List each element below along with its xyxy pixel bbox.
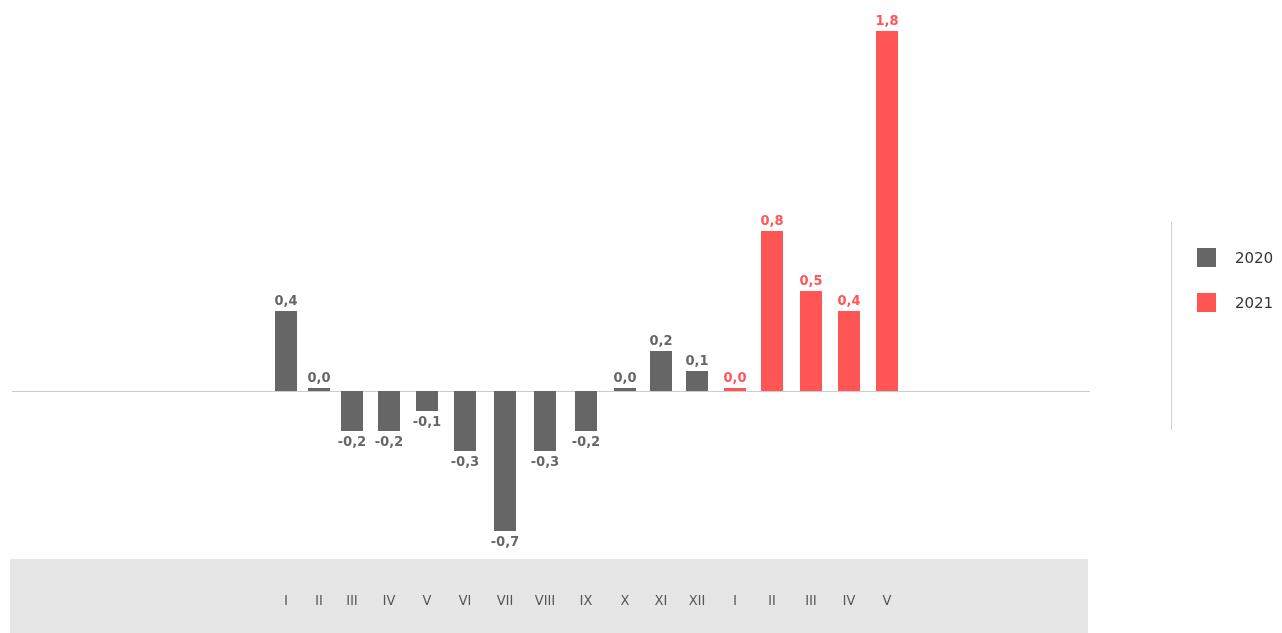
- x-tick-label: IV: [843, 594, 856, 609]
- x-tick-label: V: [883, 594, 892, 609]
- bar-2020-5: [454, 391, 476, 451]
- bar-2021-16: [876, 31, 898, 391]
- bar-2021-15: [838, 311, 860, 391]
- bar-2020-11: [686, 371, 708, 391]
- data-labels-group: 0,4 0,0 -0,2 -0,2 -0,1 -0,3 -0,7 -0,3 -0,2 0,0 0,2…: [274, 14, 898, 550]
- data-label: 0,0: [723, 371, 746, 386]
- bar-2020-7: [534, 391, 556, 451]
- data-label: 1,8: [875, 14, 898, 29]
- bars-group: [275, 31, 898, 531]
- data-label: -0,3: [531, 455, 559, 470]
- data-label: 0,5: [799, 274, 822, 289]
- x-tick-label: I: [733, 594, 737, 609]
- legend-swatch-2020: [1197, 248, 1216, 267]
- x-tick-label: VI: [459, 594, 472, 609]
- bar-2020-1: [308, 388, 330, 391]
- x-tick-label: IX: [580, 594, 593, 609]
- bar-2020-2: [341, 391, 363, 431]
- x-tick-label: VII: [497, 594, 514, 609]
- legend-label-2021: 2021: [1235, 294, 1273, 312]
- x-tick-label: II: [315, 594, 323, 609]
- x-tick-label: XI: [655, 594, 668, 609]
- x-tick-label: V: [423, 594, 432, 609]
- bar-2020-8: [575, 391, 597, 431]
- data-label: -0,2: [572, 435, 600, 450]
- data-label: 0,8: [760, 214, 783, 229]
- x-tick-label: III: [346, 594, 358, 609]
- x-tick-label: X: [621, 594, 630, 609]
- x-tick-label: II: [768, 594, 776, 609]
- data-label: 0,4: [274, 294, 297, 309]
- data-label: 0,2: [649, 334, 672, 349]
- data-label: 0,0: [307, 371, 330, 386]
- data-label: 0,4: [837, 294, 860, 309]
- x-tick-label: III: [805, 594, 817, 609]
- bar-2021-12: [724, 388, 746, 391]
- bar-2020-3: [378, 391, 400, 431]
- bar-2020-10: [650, 351, 672, 391]
- data-label: -0,2: [375, 435, 403, 450]
- x-tick-label: XII: [689, 594, 706, 609]
- bar-2020-6: [494, 391, 516, 531]
- data-label: -0,7: [491, 535, 519, 550]
- bar-2020-0: [275, 311, 297, 391]
- x-tick-label: IV: [383, 594, 396, 609]
- data-label: 0,1: [685, 354, 708, 369]
- bar-2020-4: [416, 391, 438, 411]
- data-label: -0,2: [338, 435, 366, 450]
- x-tick-labels-group: I II III IV V VI VII VIII IX X XI XII I II III IV V: [284, 594, 891, 609]
- bar-2020-9: [614, 388, 636, 391]
- x-axis-band: [10, 559, 1088, 633]
- data-label: -0,3: [451, 455, 479, 470]
- legend-label-2020: 2020: [1235, 249, 1273, 267]
- data-label: 0,0: [613, 371, 636, 386]
- bar-2021-13: [761, 231, 783, 391]
- bar-2021-14: [800, 291, 822, 391]
- legend: 2020 2021: [1197, 248, 1273, 312]
- x-tick-label: I: [284, 594, 288, 609]
- legend-swatch-2021: [1197, 293, 1216, 312]
- data-label: -0,1: [413, 415, 441, 430]
- x-tick-label: VIII: [535, 594, 555, 609]
